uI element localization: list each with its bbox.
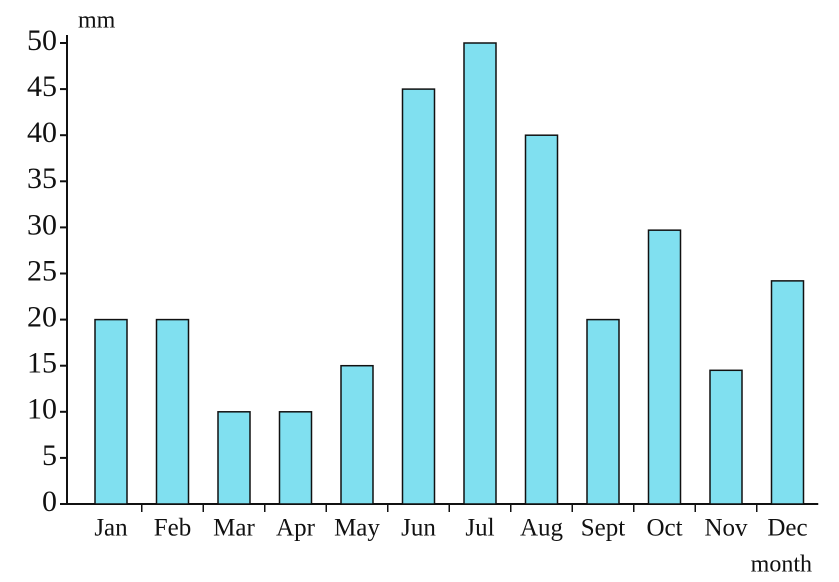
y-tick-label: 5 xyxy=(42,439,57,472)
bar xyxy=(463,42,497,505)
bar xyxy=(401,88,436,505)
bar xyxy=(647,229,682,505)
y-tick-label: 35 xyxy=(27,162,57,195)
x-tick-label: Sept xyxy=(581,515,626,542)
y-axis-label: mm xyxy=(78,8,116,34)
bar xyxy=(278,411,313,505)
bar xyxy=(155,318,190,505)
bar xyxy=(586,318,620,505)
x-tick-label: Aug xyxy=(520,515,564,542)
x-tick-label: Mar xyxy=(213,515,255,542)
bar xyxy=(340,364,374,505)
x-tick-label: Jun xyxy=(401,515,436,542)
bar xyxy=(770,280,805,505)
x-tick-label: Nov xyxy=(704,515,748,542)
x-tick-label: Feb xyxy=(154,515,192,542)
x-axis-label: month xyxy=(751,552,812,578)
y-tick-label: 10 xyxy=(27,393,57,426)
bar xyxy=(709,369,743,505)
x-tick-label: Jul xyxy=(465,515,494,542)
y-tick-label: 25 xyxy=(27,254,57,287)
x-tick-label: Jan xyxy=(94,515,128,542)
x-tick-label: Dec xyxy=(767,515,807,542)
x-tick-label: May xyxy=(334,515,380,542)
x-tick-label: Oct xyxy=(646,515,682,542)
y-tick-label: 50 xyxy=(27,24,57,57)
y-tick-label: 40 xyxy=(27,116,57,149)
y-tick-label: 15 xyxy=(27,347,57,380)
y-tick-label: 45 xyxy=(27,70,57,103)
bar xyxy=(524,134,559,505)
y-tick-label: 0 xyxy=(42,485,57,518)
y-tick-label: 20 xyxy=(27,300,57,333)
y-tick-label: 30 xyxy=(27,208,57,241)
x-tick-label: Apr xyxy=(276,515,316,542)
bar xyxy=(217,411,251,505)
bar xyxy=(94,318,128,505)
